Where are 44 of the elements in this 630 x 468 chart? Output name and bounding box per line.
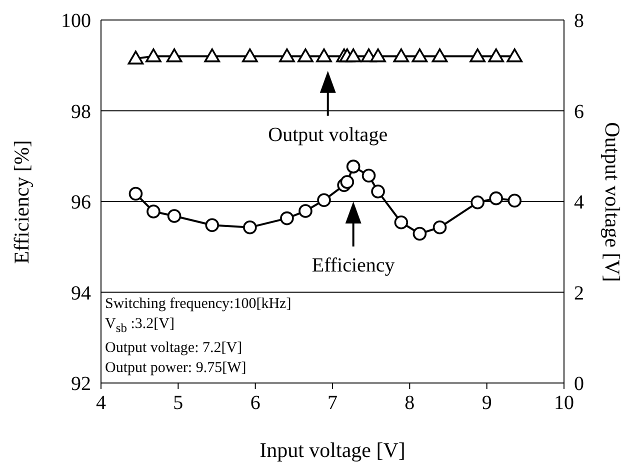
- annotation: Switching frequency:100[kHz]: [105, 295, 292, 314]
- point: [362, 168, 376, 183]
- y-axis-title: Efficiency [%]: [10, 140, 34, 264]
- y2-axis-title: Output voltage [V]: [600, 122, 624, 282]
- y-tick-label: 96: [71, 192, 91, 214]
- y2-tick-label: 0: [574, 373, 584, 396]
- x-axis-title: Input voltage [V]: [258, 438, 406, 463]
- point: [412, 226, 427, 241]
- x-tick-label: 5: [173, 392, 184, 414]
- point: [371, 184, 385, 198]
- point: [394, 215, 408, 230]
- annotation: V$_{sb}$ :3.2[V]: [105, 315, 176, 338]
- point: [317, 193, 331, 208]
- x-tick-label: 7: [328, 392, 338, 414]
- point: [128, 186, 143, 201]
- annotation: Efficiency: [312, 254, 395, 276]
- x-tick-label: 4: [96, 392, 106, 414]
- point: [346, 160, 360, 174]
- x-tick-label: 6: [250, 392, 260, 414]
- x-tick-label: 10: [554, 392, 574, 414]
- point: [146, 204, 160, 218]
- y-tick-label: 92: [71, 373, 91, 396]
- point: [205, 218, 220, 232]
- y-tick-label: 94: [71, 282, 91, 304]
- y-tick-label: 100: [61, 10, 91, 32]
- y-tick-label: 98: [71, 100, 91, 123]
- x-tick-label: 8: [404, 392, 415, 414]
- x-tick-label: 9: [482, 392, 492, 414]
- point: [280, 211, 294, 226]
- point: [432, 220, 447, 234]
- point: [508, 194, 522, 208]
- annotation: Output power: 9.75[W]: [105, 359, 248, 378]
- point: [489, 191, 503, 206]
- point: [340, 175, 354, 189]
- annotation: Output voltage: 7.2[V]: [105, 339, 244, 358]
- y2-tick-label: 4: [574, 192, 584, 214]
- point: [167, 209, 182, 223]
- y2-tick-label: 2: [574, 282, 584, 304]
- point: [470, 196, 484, 210]
- point: [298, 204, 312, 218]
- point: [243, 220, 257, 234]
- y2-tick-label: 8: [574, 10, 584, 32]
- annotation: Output voltage: [268, 124, 388, 146]
- y2-tick-label: 6: [574, 100, 584, 123]
